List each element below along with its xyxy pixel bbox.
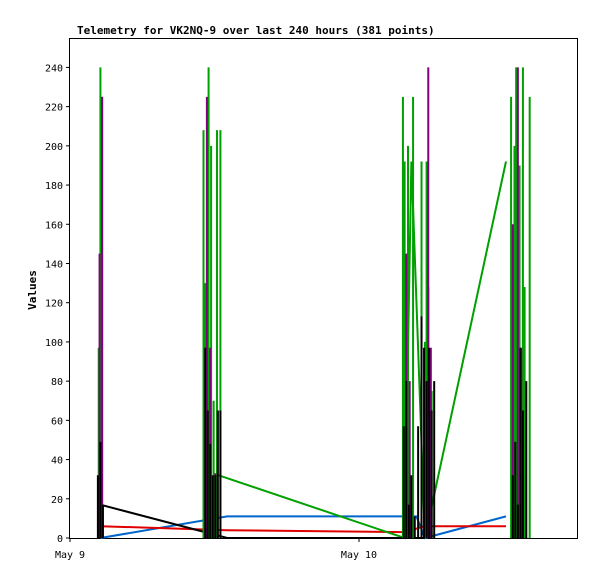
y-tick-label: 220 xyxy=(45,103,63,114)
y-tick-label: 120 xyxy=(45,299,63,310)
y-tick-label: 180 xyxy=(45,181,63,192)
chart-title: Telemetry for VK2NQ-9 over last 240 hour… xyxy=(77,24,435,37)
axis-layer: 0 20 40 60 80 100 120 140 160 180 200 220 240 May 9 Ma… xyxy=(45,63,377,561)
y-axis-label: Values xyxy=(26,270,39,310)
y-tick-label: 160 xyxy=(45,220,63,231)
y-tick-label: 200 xyxy=(45,142,63,153)
y-tick-label: 240 xyxy=(45,63,63,74)
data-layer xyxy=(96,67,531,540)
y-tick-label: 20 xyxy=(51,495,63,506)
series-line xyxy=(100,503,425,539)
plot-frame xyxy=(69,38,578,539)
x-tick-label: May 10 xyxy=(341,550,377,561)
series-line xyxy=(100,515,507,540)
y-tick-label: 140 xyxy=(45,259,63,270)
series-line xyxy=(218,161,507,540)
y-tick-label: 0 xyxy=(57,534,63,545)
x-tick-label: May 9 xyxy=(55,550,85,561)
y-tick-label: 100 xyxy=(45,338,63,349)
y-tick-label: 80 xyxy=(51,377,63,388)
y-tick-label: 60 xyxy=(51,416,63,427)
y-tick-label: 40 xyxy=(51,456,63,467)
